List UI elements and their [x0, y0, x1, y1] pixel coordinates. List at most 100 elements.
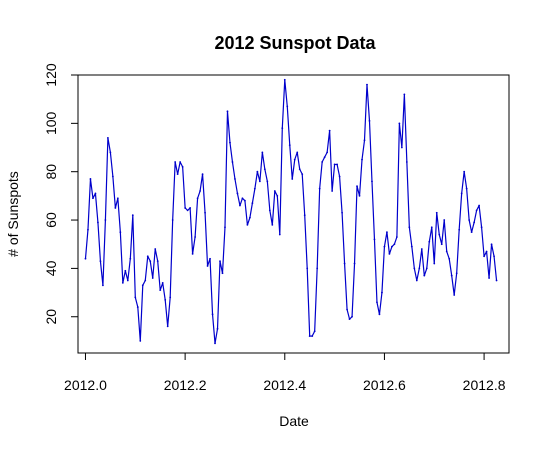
data-point [351, 315, 353, 318]
data-point [184, 207, 187, 209]
data-point [176, 173, 179, 176]
data-point [219, 260, 221, 263]
data-point [338, 175, 341, 178]
data-point [234, 178, 236, 180]
data-point [321, 161, 324, 163]
tick-layer: 2012.0 2012.2 2012.4 2012.6 2012.8 20 40 60 80 10… [43, 63, 506, 393]
data-point [139, 340, 142, 342]
data-point [368, 120, 371, 122]
data-point [211, 313, 214, 316]
data-point [229, 141, 231, 144]
data-point [268, 209, 271, 212]
plot-frame [77, 74, 510, 354]
data-point [258, 180, 261, 183]
data-point [313, 330, 316, 333]
data-point [204, 211, 206, 214]
data-point [291, 178, 294, 180]
data-point [433, 262, 436, 265]
data-point [301, 173, 304, 176]
data-point [293, 158, 296, 161]
data-point [166, 325, 169, 328]
data-point [246, 223, 249, 226]
data-point [249, 216, 251, 219]
data-point [84, 257, 87, 260]
x-tick-label: 2012.6 [363, 377, 406, 393]
data-point [209, 257, 211, 260]
data-point [111, 175, 114, 178]
data-point [261, 151, 264, 154]
data-point [141, 284, 144, 287]
data-point [286, 105, 289, 108]
data-point [333, 163, 336, 166]
data-point [161, 281, 164, 284]
data-point [480, 226, 483, 229]
data-point [356, 185, 358, 188]
data-point [415, 279, 418, 282]
data-point [323, 156, 326, 159]
data-point [303, 214, 306, 217]
data-point [239, 204, 241, 207]
data-point [391, 245, 393, 248]
data-point [151, 277, 154, 279]
data-point [473, 221, 476, 224]
data-point [413, 267, 416, 270]
data-point [119, 231, 122, 234]
data-point [241, 197, 244, 200]
data-point [438, 233, 441, 236]
data-point [478, 204, 481, 207]
chart-title: 2012 Sunspot Data [214, 33, 376, 53]
data-point [458, 228, 461, 231]
data-point [383, 245, 386, 248]
data-point [116, 197, 119, 200]
data-point [102, 284, 104, 287]
data-point [199, 190, 201, 192]
data-point [159, 289, 162, 292]
data-point [408, 226, 411, 229]
data-point [154, 248, 157, 250]
data-point [281, 127, 284, 130]
data-point [171, 219, 174, 221]
data-point [443, 219, 446, 221]
data-point [92, 197, 94, 200]
data-point [146, 255, 149, 258]
data-point [224, 226, 226, 229]
data-point [87, 228, 89, 231]
y-tick-label: 40 [43, 260, 59, 276]
sunspot-series-line [84, 79, 498, 344]
data-point [226, 110, 229, 113]
data-point [428, 240, 431, 243]
data-point [121, 281, 124, 284]
data-point [263, 168, 266, 171]
y-tick-label: 100 [43, 111, 59, 135]
data-point [398, 122, 401, 125]
data-point [144, 279, 147, 282]
y-tick-label: 80 [43, 164, 59, 180]
data-point [194, 236, 196, 238]
data-point [490, 243, 493, 246]
data-point [405, 161, 408, 163]
data-point [361, 158, 363, 161]
data-point [256, 170, 259, 173]
data-point [276, 194, 279, 197]
data-point [393, 243, 396, 246]
data-point [460, 192, 463, 195]
data-point [316, 267, 319, 270]
data-point [97, 221, 99, 224]
data-point [181, 165, 184, 168]
data-point [308, 335, 311, 337]
data-point [435, 211, 438, 214]
data-point [191, 252, 194, 255]
data-point [366, 83, 368, 86]
data-point [231, 161, 234, 163]
data-point [206, 265, 209, 267]
data-point [440, 243, 443, 246]
data-point [136, 306, 139, 308]
x-axis-label: Date [279, 413, 309, 429]
data-point [253, 187, 256, 190]
data-point [326, 151, 329, 154]
data-point [388, 252, 391, 255]
data-point [346, 308, 348, 311]
data-point [328, 129, 331, 132]
data-point [94, 192, 97, 195]
